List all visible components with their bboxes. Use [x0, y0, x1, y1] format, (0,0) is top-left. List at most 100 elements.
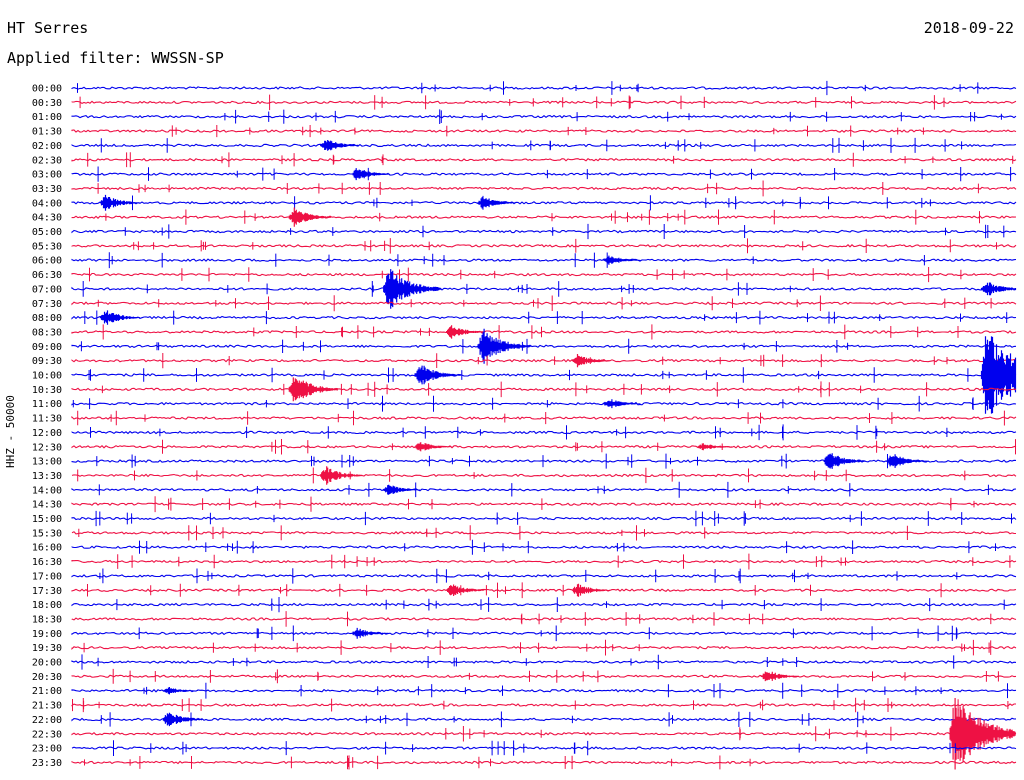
- filter-label: Applied filter: WWSSN-SP: [7, 49, 224, 67]
- spike-marks: [100, 137, 963, 153]
- spike-marks: [83, 639, 992, 656]
- spike-marks: [154, 496, 975, 513]
- trace-row-1930: [71, 645, 1017, 650]
- row-time-label: 05:00: [32, 227, 62, 238]
- seismic-event: [99, 194, 141, 211]
- spike-marks: [84, 310, 1008, 325]
- spike-marks: [445, 726, 998, 742]
- spike-marks: [72, 697, 1009, 713]
- trace-row-1100: [71, 401, 1017, 406]
- seismic-event: [320, 140, 359, 151]
- trace-row-0930: [71, 358, 1017, 363]
- row-time-label: 03:30: [32, 184, 62, 195]
- row-time-label: 23:00: [32, 744, 62, 755]
- row-time-label: 10:00: [32, 371, 62, 382]
- row-time-label: 08:00: [32, 313, 62, 324]
- row-time-label: 17:00: [32, 571, 62, 582]
- trace-row-0700: [71, 286, 1017, 291]
- seismic-event: [351, 627, 389, 639]
- seismic-event: [949, 698, 1016, 770]
- trace-row-0430: [71, 215, 1017, 219]
- spike-marks: [95, 510, 1012, 527]
- spike-marks: [77, 410, 1005, 426]
- trace-row-2130: [71, 703, 1016, 707]
- seismic-event: [823, 453, 866, 469]
- row-time-label: 09:30: [32, 356, 62, 367]
- row-time-label: 00:30: [32, 98, 62, 109]
- row-time-label: 11:30: [32, 414, 62, 425]
- trace-row-0400: [71, 200, 1017, 205]
- row-time-label: 04:00: [32, 198, 62, 209]
- row-time-label: 11:00: [32, 399, 62, 410]
- seismic-event: [571, 583, 611, 597]
- row-time-label: 06:30: [32, 270, 62, 281]
- seismic-event: [383, 269, 442, 309]
- row-time-label: 03:00: [32, 170, 62, 181]
- spike-marks: [101, 381, 928, 398]
- trace-row-1800: [71, 602, 1017, 607]
- trace-row-1700: [71, 574, 1017, 578]
- spike-marks: [78, 525, 908, 541]
- spike-marks: [105, 209, 980, 225]
- spike-marks: [72, 395, 974, 412]
- row-time-label: 21:30: [32, 701, 62, 712]
- seismic-event: [603, 399, 641, 409]
- trace-row-0100: [71, 114, 1017, 119]
- seismic-event: [697, 443, 733, 451]
- row-time-label: 06:00: [32, 256, 62, 267]
- seismic-event: [446, 584, 485, 596]
- spike-marks: [77, 80, 979, 96]
- trace-row-0530: [71, 244, 1017, 248]
- row-time-label: 07:30: [32, 299, 62, 310]
- row-time-label: 14:30: [32, 500, 62, 511]
- row-time-label: 01:30: [32, 127, 62, 138]
- seismic-event: [886, 454, 927, 468]
- row-time-label: 16:00: [32, 543, 62, 554]
- trace-row-0600: [71, 258, 1017, 263]
- spike-marks: [112, 668, 999, 684]
- seismic-event: [288, 377, 338, 402]
- spike-marks: [113, 740, 956, 756]
- seismic-event: [99, 310, 141, 325]
- trace-row-2100: [71, 688, 1017, 693]
- date-label: 2018-09-22: [923, 19, 1014, 37]
- spike-marks: [82, 281, 791, 297]
- seismic-event: [603, 255, 641, 265]
- row-time-label: 17:30: [32, 586, 62, 597]
- trace-row-1300: [71, 459, 1017, 463]
- seismic-event: [414, 442, 452, 451]
- trace-row-1600: [71, 545, 1017, 550]
- trace-row-0300: [71, 172, 1017, 176]
- spike-marks: [108, 252, 925, 269]
- trace-row-1900: [71, 631, 1017, 636]
- row-time-label: 19:30: [32, 643, 62, 654]
- seismic-event: [320, 466, 363, 485]
- row-time-label: 22:30: [32, 729, 62, 740]
- row-time-label: 22:00: [32, 715, 62, 726]
- spike-marks: [96, 453, 888, 469]
- trace-row-0830: [71, 330, 1017, 334]
- seismic-event: [760, 671, 799, 682]
- spike-marks: [116, 597, 1005, 613]
- seismic-event: [288, 207, 331, 227]
- row-time-label: 18:00: [32, 600, 62, 611]
- trace-row-2030: [71, 674, 1017, 679]
- seismic-event: [414, 365, 461, 385]
- trace-row-1230: [71, 444, 1017, 449]
- spike-marks: [224, 109, 1002, 124]
- trace-row-1630: [71, 559, 1017, 564]
- row-time-label: 12:30: [32, 442, 62, 453]
- seismic-event: [477, 328, 531, 364]
- trace-row-0730: [71, 301, 1017, 306]
- row-time-label: 14:00: [32, 485, 62, 496]
- seismic-event: [383, 484, 421, 495]
- trace-row-1330: [71, 473, 1017, 478]
- spike-marks: [81, 654, 955, 670]
- trace-row-0230: [71, 157, 1017, 162]
- row-time-label: 05:30: [32, 241, 62, 252]
- trace-row-1200: [71, 430, 1017, 435]
- trace-row-0130: [71, 129, 1017, 133]
- spike-marks: [97, 166, 1012, 182]
- trace-row-0630: [71, 272, 1017, 277]
- seismic-event: [571, 354, 611, 368]
